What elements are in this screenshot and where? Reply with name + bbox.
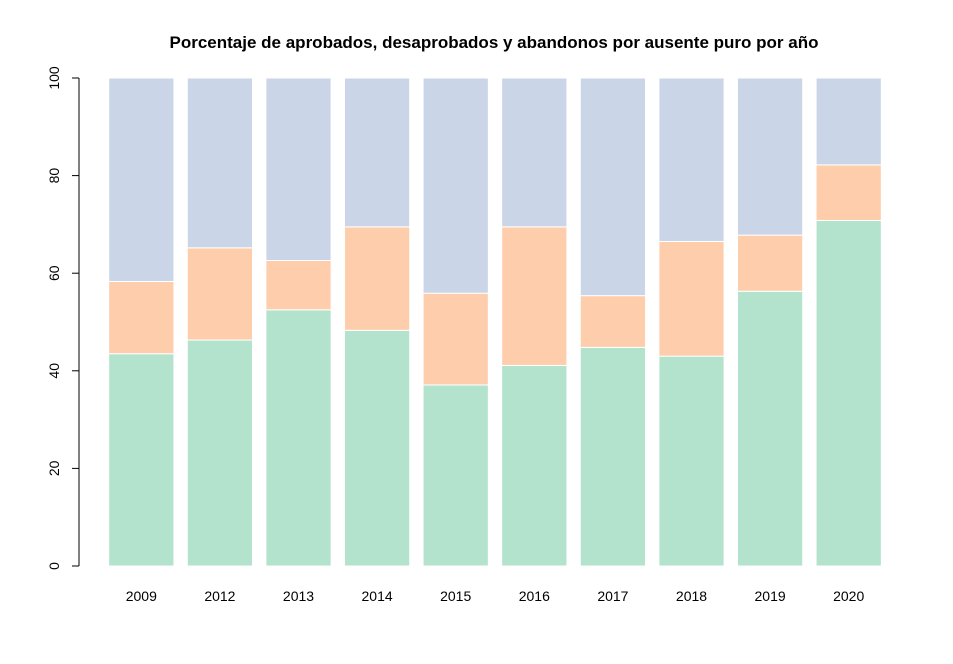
bar-2020-segment-2 <box>815 164 882 221</box>
x-tick-label-2019: 2019 <box>755 588 786 604</box>
x-axis-labels: 2009 2012 2013 2014 2015 2016 2017 2018 2019 2020 <box>126 588 865 604</box>
bar-2018-segment-1 <box>658 355 725 567</box>
bar-2015-segment-3 <box>422 77 489 294</box>
bar-2015-segment-2 <box>422 292 489 386</box>
bar-2020-segment-1 <box>815 220 882 567</box>
bar-2017-segment-2 <box>579 295 647 348</box>
x-tick-label-2014: 2014 <box>362 588 393 604</box>
x-tick-label-2015: 2015 <box>440 588 471 604</box>
bar-2016-segment-1 <box>501 364 568 567</box>
y-tick-label-40: 40 <box>46 363 62 379</box>
bar-2020-segment-3 <box>815 77 882 166</box>
x-tick-label-2020: 2020 <box>833 588 864 604</box>
bar-2013-segment-3 <box>265 77 332 262</box>
y-tick-label-100: 100 <box>46 66 62 90</box>
x-tick-label-2017: 2017 <box>597 588 628 604</box>
bar-2014-segment-2 <box>343 226 411 331</box>
bar-2018-segment-2 <box>658 240 725 357</box>
bar-2016-segment-2 <box>501 226 568 366</box>
bar-2019-segment-1 <box>736 290 804 567</box>
bar-2019-segment-3 <box>736 77 804 236</box>
bar-2017-segment-3 <box>579 77 647 297</box>
x-tick-label-2012: 2012 <box>204 588 235 604</box>
x-tick-label-2018: 2018 <box>676 588 707 604</box>
y-tick-label-60: 60 <box>46 265 62 281</box>
bar-2019-segment-2 <box>736 234 804 292</box>
x-tick-label-2013: 2013 <box>283 588 314 604</box>
x-tick-label-2016: 2016 <box>519 588 550 604</box>
bar-2014-segment-1 <box>343 329 411 567</box>
bar-2012-segment-2 <box>186 247 254 341</box>
bar-2009-segment-2 <box>108 281 175 355</box>
chart-title: Porcentaje de aprobados, desaprobados y … <box>170 33 819 52</box>
x-tick-label-2009: 2009 <box>126 588 157 604</box>
bar-2014-segment-3 <box>343 77 411 228</box>
bar-2013-segment-1 <box>265 309 332 567</box>
bar-2017-segment-1 <box>579 346 647 567</box>
bar-2016-segment-3 <box>501 77 568 228</box>
y-tick-label-20: 20 <box>46 460 62 476</box>
bar-2009-segment-3 <box>108 77 175 282</box>
bar-2013-segment-2 <box>265 260 332 311</box>
y-tick-label-0: 0 <box>46 562 62 570</box>
bar-2018-segment-3 <box>658 77 725 242</box>
bar-2012-segment-3 <box>186 77 254 249</box>
bar-2015-segment-1 <box>422 384 489 567</box>
bar-2012-segment-1 <box>186 339 254 567</box>
y-axis: 0 20 40 60 80 100 <box>46 66 80 570</box>
bar-2009-segment-1 <box>108 353 175 567</box>
y-tick-label-80: 80 <box>46 168 62 184</box>
bars-group <box>108 77 882 567</box>
